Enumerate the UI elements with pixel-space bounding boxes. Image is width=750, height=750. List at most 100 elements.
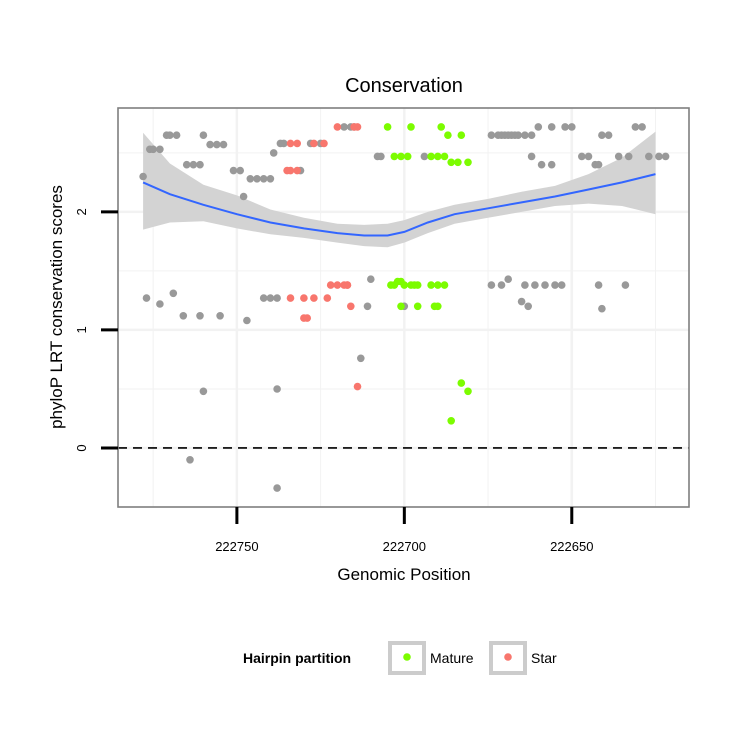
point-other: [253, 175, 261, 183]
point-mature: [400, 281, 409, 289]
x-axis: 222750 222700 222650 Genomic Position: [215, 507, 593, 584]
legend-dot-mature: [403, 653, 411, 661]
point-other: [229, 166, 238, 175]
x-tick-label: 222650: [550, 539, 593, 554]
point-star: [353, 382, 362, 391]
point-mature: [427, 152, 435, 161]
point-mature: [464, 158, 472, 167]
point-mature: [397, 302, 405, 311]
smooth-line: [142, 173, 656, 237]
legend: Hairpin partition Mature Star: [243, 641, 557, 675]
point-star: [310, 294, 318, 302]
point-other: [638, 123, 646, 131]
point-other: [514, 131, 522, 139]
confidence-ribbon: [143, 131, 656, 248]
point-star: [293, 166, 302, 175]
point-other: [156, 145, 164, 154]
point-other: [487, 281, 496, 289]
point-other: [280, 139, 288, 148]
point-other: [182, 160, 191, 169]
point-other: [169, 289, 178, 298]
point-other: [521, 131, 529, 139]
y-tick-label: 0: [74, 444, 89, 451]
point-other: [149, 145, 157, 154]
legend-label-star: Star: [531, 650, 557, 666]
point-mature: [383, 123, 392, 131]
point-other: [219, 140, 228, 149]
x-tick-label: 222750: [215, 539, 258, 554]
point-other: [239, 192, 248, 201]
point-mature: [427, 281, 435, 289]
point-other: [243, 316, 251, 325]
point-other: [594, 281, 603, 289]
point-mature: [407, 123, 415, 131]
x-tick-label: 222700: [383, 539, 426, 554]
point-star: [286, 294, 295, 302]
point-star: [350, 123, 358, 131]
point-star: [347, 302, 355, 311]
plot-area: [117, 107, 690, 508]
point-other: [367, 275, 375, 284]
point-other: [266, 294, 275, 302]
point-other: [584, 152, 593, 161]
x-axis-title: Genomic Position: [337, 565, 470, 584]
point-mature: [464, 387, 472, 396]
point-other: [273, 484, 281, 492]
point-mature: [454, 158, 462, 167]
y-axis: 0 1 2 phyloP LRT conservation scores: [47, 185, 118, 452]
point-mature: [403, 152, 412, 161]
point-other: [206, 140, 214, 149]
point-mature: [434, 302, 442, 311]
point-other: [139, 172, 147, 181]
point-mature: [434, 152, 442, 161]
point-star: [293, 139, 302, 148]
point-other: [273, 385, 281, 393]
point-mature: [447, 158, 456, 167]
point-other: [420, 152, 429, 161]
point-other: [259, 294, 268, 302]
point-other: [213, 140, 221, 149]
point-mature: [434, 281, 442, 289]
y-tick-label: 1: [74, 326, 89, 333]
data-points: [139, 123, 670, 492]
legend-title: Hairpin partition: [243, 650, 351, 666]
point-other: [537, 160, 546, 169]
point-mature: [440, 281, 449, 289]
point-other: [246, 175, 255, 183]
point-other: [357, 354, 365, 363]
point-other: [547, 160, 556, 169]
point-mature: [397, 152, 405, 161]
point-other: [527, 131, 536, 139]
point-other: [266, 175, 275, 183]
point-other: [216, 312, 224, 320]
point-mature: [413, 281, 422, 289]
point-mature: [457, 131, 466, 139]
point-other: [594, 160, 603, 169]
point-other: [598, 304, 606, 313]
point-other: [661, 152, 670, 161]
point-mature: [413, 302, 422, 311]
point-other: [527, 152, 536, 161]
point-other: [487, 131, 496, 139]
legend-dot-star: [504, 653, 512, 661]
point-mature: [444, 131, 452, 139]
point-other: [655, 152, 663, 161]
point-other: [142, 294, 151, 302]
point-other: [504, 275, 512, 284]
point-star: [326, 281, 335, 289]
point-star: [303, 314, 312, 322]
point-other: [604, 131, 613, 139]
point-other: [186, 456, 194, 464]
point-other: [561, 123, 569, 131]
point-other: [156, 300, 164, 308]
point-other: [631, 123, 640, 131]
point-other: [621, 281, 630, 289]
point-other: [179, 312, 188, 320]
point-other: [363, 302, 372, 311]
point-other: [497, 281, 506, 289]
point-other: [166, 131, 174, 139]
point-other: [551, 281, 559, 289]
point-other: [517, 297, 526, 306]
point-mature: [437, 123, 446, 131]
